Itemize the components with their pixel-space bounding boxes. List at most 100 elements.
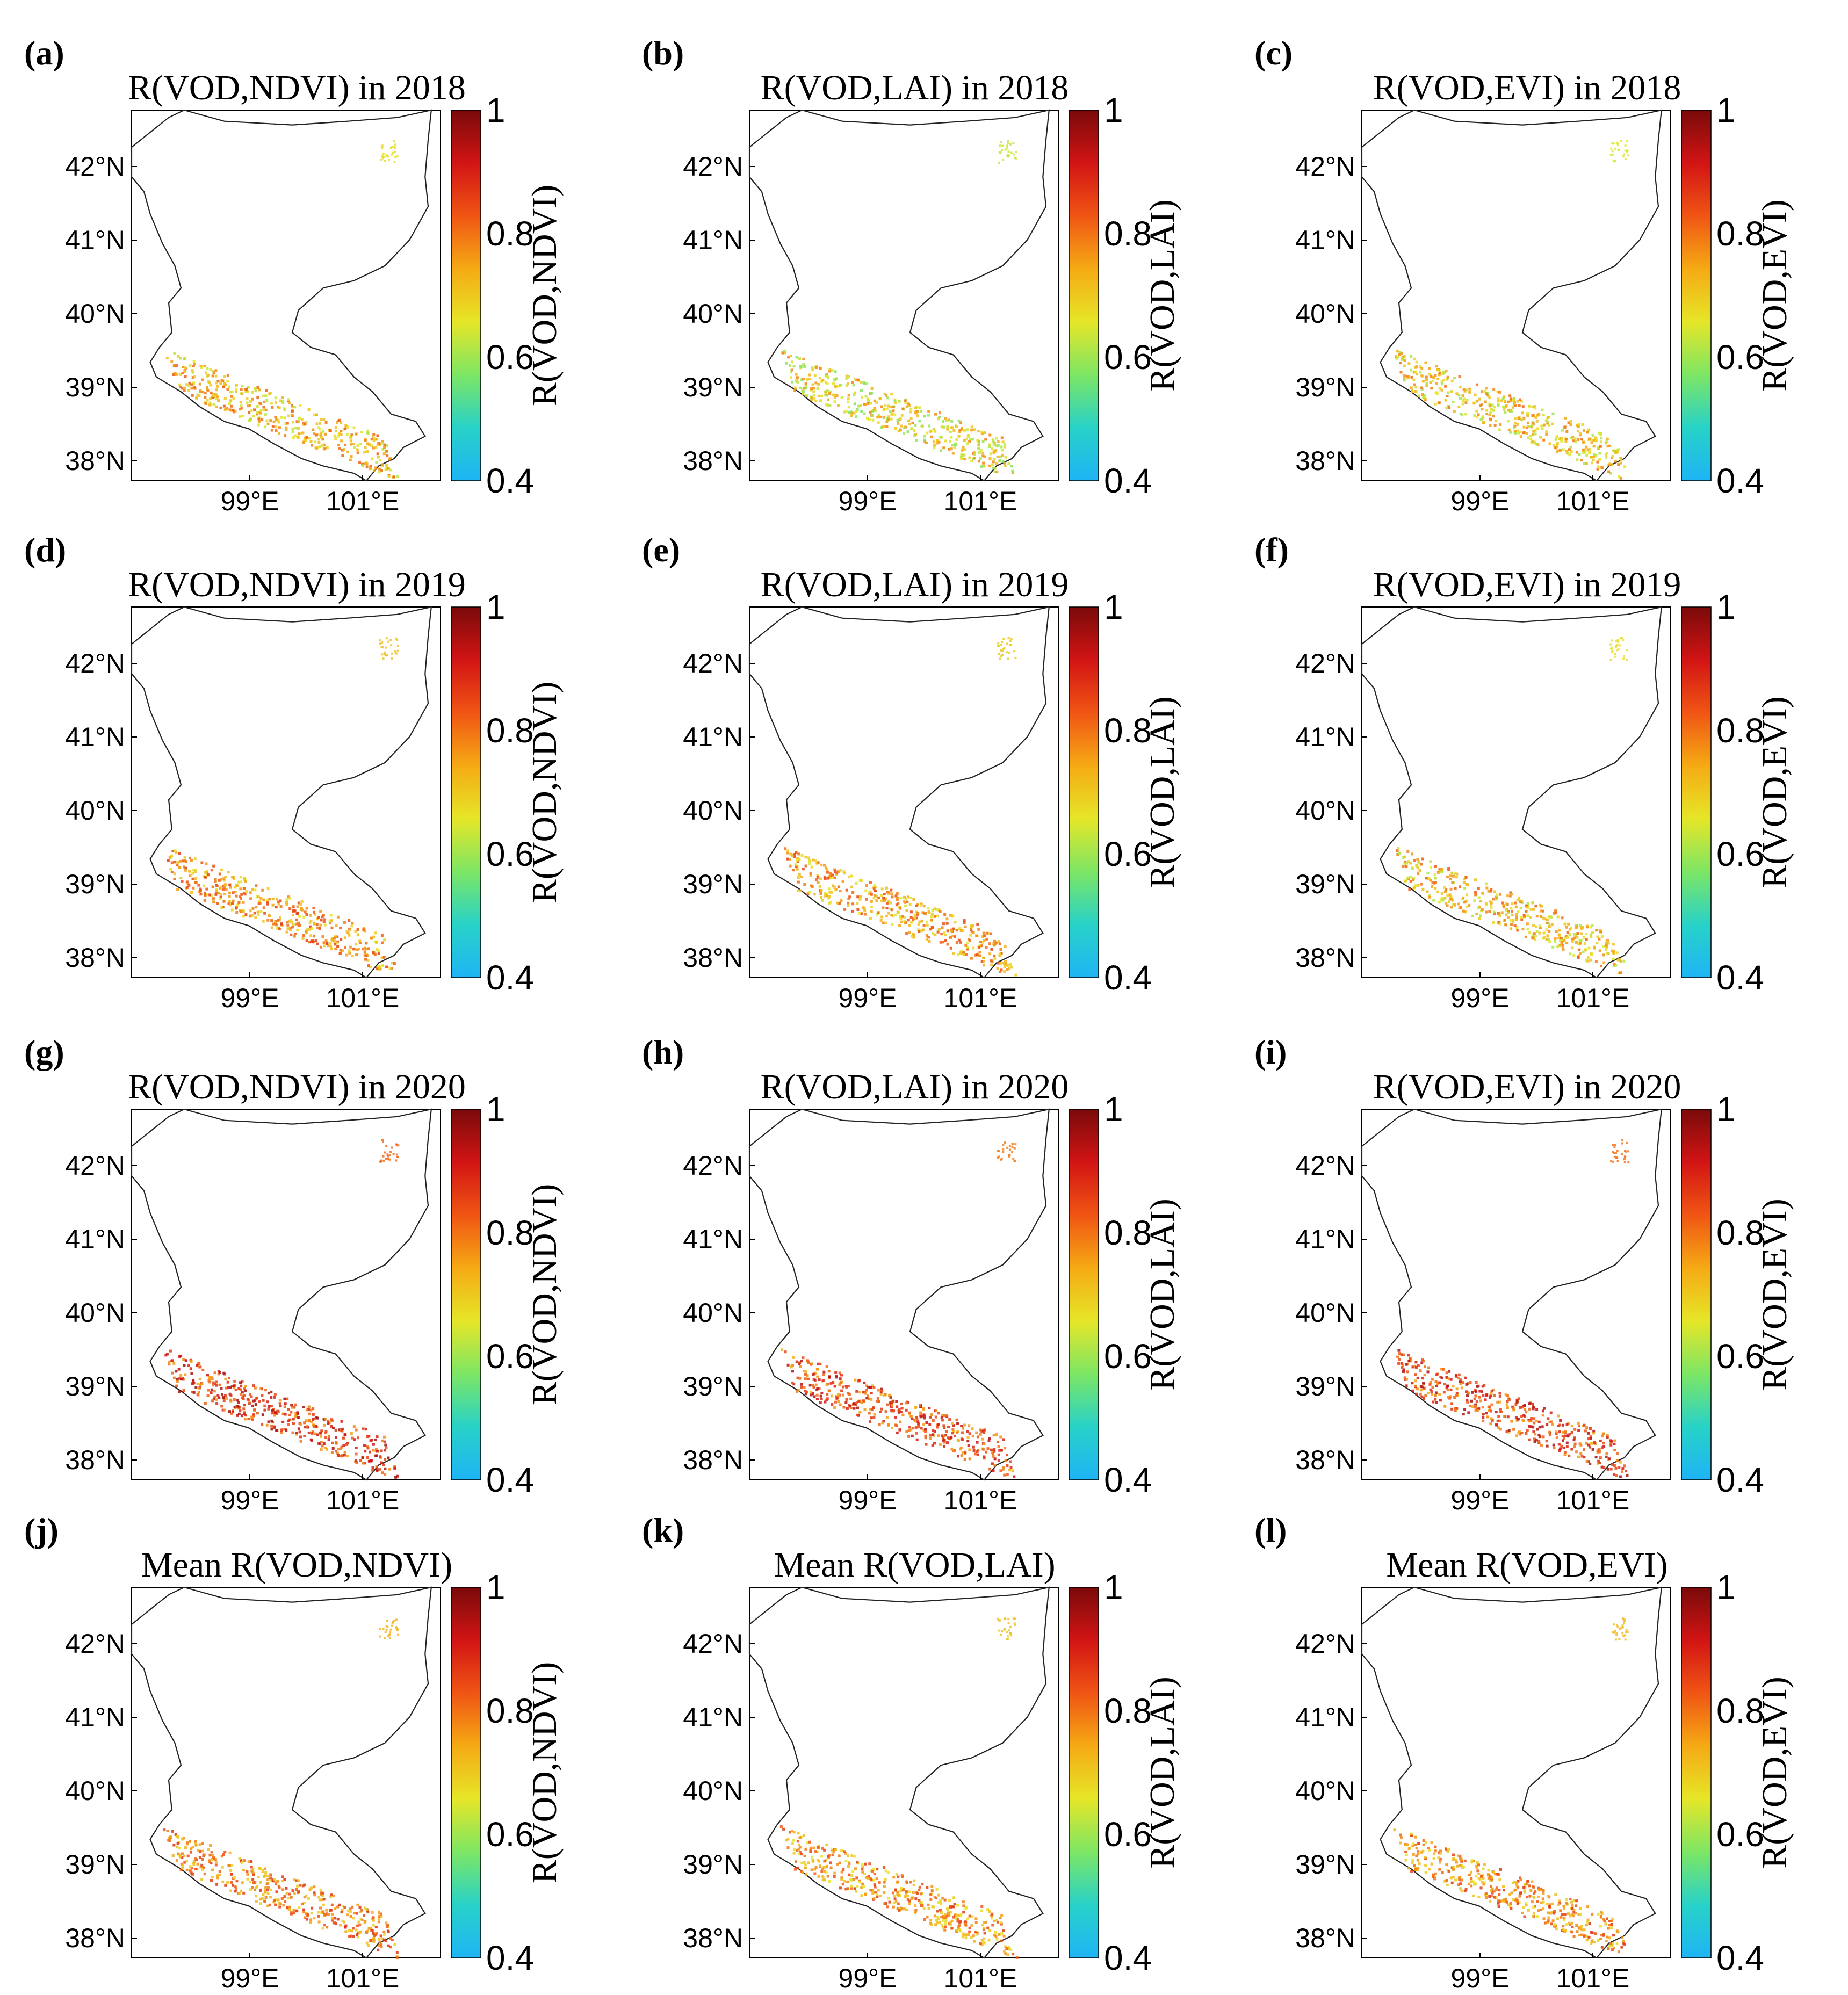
correlation-pixel	[814, 1383, 818, 1386]
correlation-pixel	[386, 1158, 389, 1160]
correlation-pixel	[261, 888, 264, 892]
correlation-pixel	[793, 853, 796, 856]
correlation-pixel	[1440, 1376, 1443, 1379]
correlation-pixel	[381, 440, 384, 443]
correlation-pixel	[1446, 1384, 1449, 1387]
correlation-pixel	[324, 432, 327, 436]
correlation-pixel	[826, 382, 829, 385]
correlation-pixel	[1496, 390, 1499, 393]
correlation-pixel	[366, 1911, 370, 1914]
correlation-pixel	[344, 424, 348, 427]
correlation-pixel	[184, 1373, 187, 1376]
correlation-pixel	[873, 1413, 876, 1416]
correlation-pixel	[386, 1620, 388, 1622]
correlation-pixel	[1418, 869, 1421, 872]
correlation-pixel	[1521, 431, 1525, 435]
correlation-pixel	[990, 932, 993, 935]
correlation-pixel	[926, 921, 928, 924]
correlation-pixel	[1446, 1389, 1449, 1392]
correlation-pixel	[1447, 1396, 1450, 1399]
correlation-pixel	[242, 909, 245, 912]
correlation-pixel	[1482, 1394, 1485, 1397]
correlation-pixel	[1400, 1362, 1403, 1365]
correlation-pixel	[954, 443, 957, 446]
correlation-pixel	[828, 891, 832, 894]
correlation-pixel	[891, 1409, 894, 1413]
correlation-pixel	[242, 1891, 246, 1895]
correlation-pixel	[879, 1411, 882, 1413]
correlation-pixel	[824, 1400, 827, 1404]
correlation-pixel	[1613, 1439, 1616, 1442]
correlation-pixel	[914, 1909, 918, 1912]
correlation-pixel	[179, 1378, 183, 1381]
correlation-pixel	[247, 1418, 250, 1420]
correlation-pixel	[297, 924, 300, 927]
correlation-pixel	[992, 942, 995, 945]
correlation-pixel	[220, 893, 223, 895]
correlation-pixel	[1488, 1408, 1491, 1411]
correlation-pixel	[1010, 151, 1013, 154]
correlation-pixel	[893, 1895, 896, 1898]
correlation-pixel	[922, 1407, 926, 1410]
correlation-pixel	[176, 861, 179, 864]
correlation-pixel	[1573, 1445, 1576, 1449]
correlation-pixel	[1613, 1155, 1616, 1158]
correlation-pixel	[385, 1158, 387, 1160]
correlation-pixel	[1513, 401, 1516, 404]
correlation-pixel	[246, 390, 249, 393]
correlation-pixel	[1475, 409, 1478, 413]
correlation-pixel	[964, 1936, 968, 1940]
correlation-pixel	[1490, 888, 1493, 891]
correlation-pixel	[221, 1880, 225, 1883]
correlation-pixel	[317, 440, 321, 444]
correlation-pixel	[270, 919, 273, 922]
correlation-pixel	[391, 962, 394, 965]
correlation-pixel	[1481, 415, 1484, 418]
correlation-pixel	[229, 399, 233, 402]
correlation-pixel	[833, 395, 836, 399]
correlation-pixel	[266, 887, 270, 890]
correlation-pixel	[341, 1919, 344, 1922]
correlation-pixel	[820, 1397, 823, 1400]
correlation-pixel	[170, 854, 174, 857]
correlation-pixel	[828, 1375, 831, 1378]
correlation-pixel	[930, 435, 933, 438]
correlation-pixel	[320, 436, 323, 439]
correlation-pixel	[294, 1415, 297, 1418]
correlation-pixel	[942, 1436, 945, 1440]
correlation-pixel	[299, 1440, 302, 1443]
correlation-pixel	[297, 432, 300, 436]
correlation-pixel	[1425, 375, 1428, 379]
correlation-pixel	[908, 1426, 911, 1429]
correlation-pixel	[1618, 958, 1621, 961]
correlation-pixel	[376, 948, 379, 951]
colorbar	[1069, 110, 1099, 481]
correlation-pixel	[364, 958, 367, 961]
correlation-pixel	[979, 1433, 982, 1436]
correlation-pixel	[287, 1419, 290, 1422]
correlation-pixel	[1443, 1405, 1447, 1408]
correlation-pixel	[251, 1871, 255, 1874]
correlation-pixel	[380, 442, 384, 445]
correlation-pixel	[244, 913, 248, 916]
correlation-pixel	[973, 453, 976, 456]
correlation-pixel	[820, 1870, 824, 1873]
correlation-pixel	[390, 967, 393, 970]
correlation-pixel	[942, 1926, 945, 1929]
correlation-pixel	[203, 899, 206, 902]
correlation-pixel	[1562, 1439, 1564, 1442]
correlation-pixel	[870, 910, 873, 913]
correlation-pixel	[1522, 425, 1526, 429]
lat-tick-label: 39°N	[1295, 869, 1355, 899]
correlation-pixel	[356, 928, 359, 931]
correlation-pixel	[861, 396, 863, 399]
correlation-pixel	[360, 1909, 364, 1912]
correlation-pixel	[288, 907, 292, 910]
correlation-pixel	[796, 868, 799, 871]
correlation-pixel	[1532, 908, 1535, 911]
correlation-pixel	[324, 1430, 328, 1433]
correlation-pixel	[1402, 865, 1405, 868]
correlation-pixel	[384, 1473, 387, 1476]
lon-tick-label: 101°E	[944, 983, 1017, 1013]
lat-tick-label: 41°N	[65, 722, 125, 752]
